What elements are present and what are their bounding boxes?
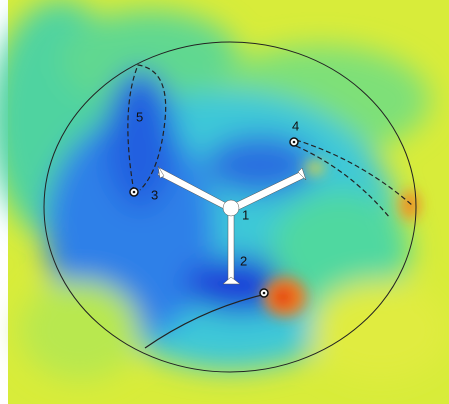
label: 2 — [240, 253, 247, 268]
contour — [310, 280, 449, 380]
contour — [274, 288, 292, 306]
label: 4 — [292, 118, 299, 133]
label: 3 — [151, 187, 158, 202]
label: 5 — [136, 109, 143, 124]
contour — [400, 190, 420, 220]
velocity-contours — [0, 0, 449, 380]
blade-center — [263, 292, 266, 295]
page: {"labels": ["1", "2", "3", "4", "5"]} — [0, 0, 449, 404]
hub — [223, 200, 239, 216]
contour — [205, 135, 315, 195]
blade-center — [133, 191, 136, 194]
contour — [20, 280, 140, 380]
arm — [228, 210, 234, 283]
flow-field-figure: 1 2 3 4 5 — [0, 0, 449, 404]
label: 1 — [242, 207, 249, 222]
blade-center — [293, 141, 296, 144]
contour — [305, 162, 325, 174]
